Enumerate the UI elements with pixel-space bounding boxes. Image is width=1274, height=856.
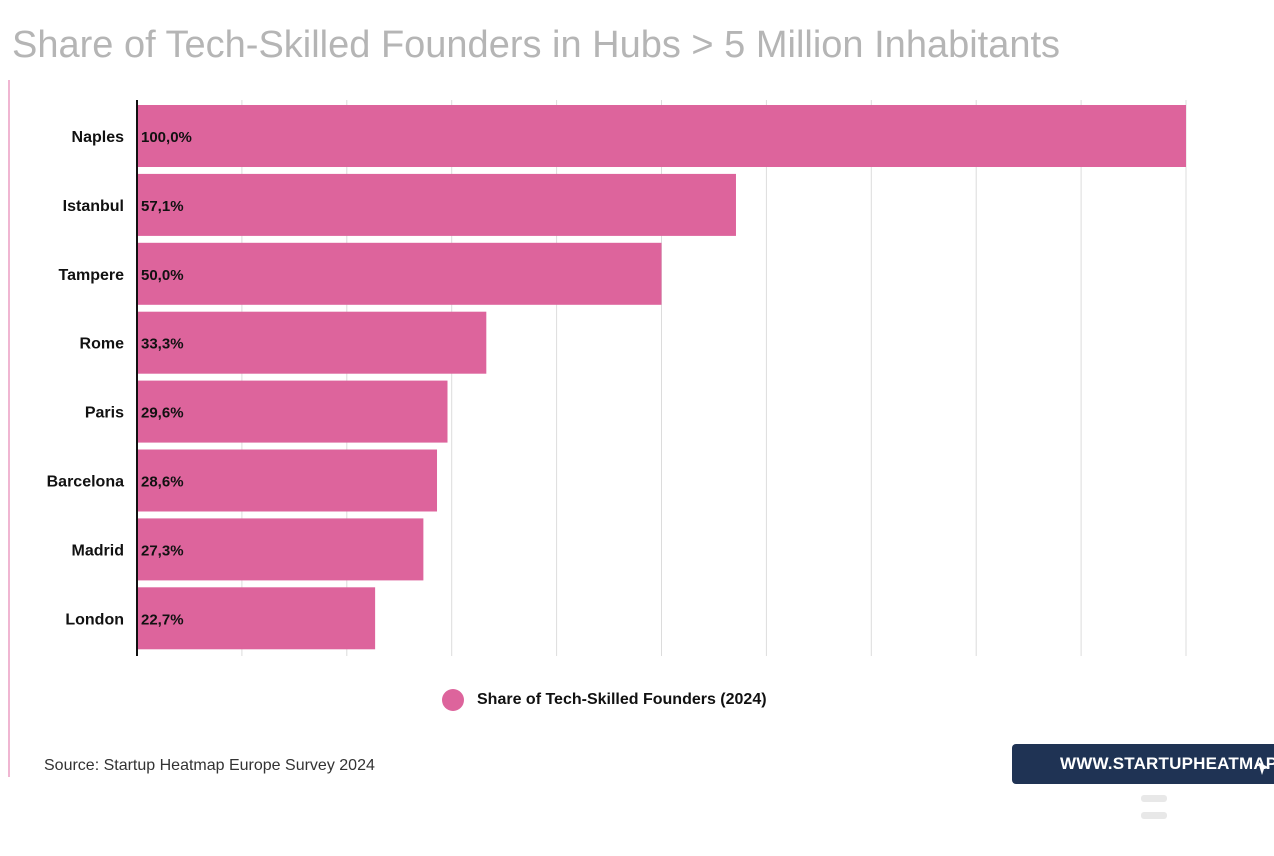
legend-swatch [442,689,464,711]
website-badge[interactable]: WWW.STARTUPHEATMAP.EU [1012,744,1274,784]
bar-paris [137,380,448,443]
bar-madrid [137,518,424,581]
bar-istanbul [137,173,736,236]
chart-title: Share of Tech-Skilled Founders in Hubs >… [12,24,1061,66]
bar-naples [137,105,1186,167]
category-label: Barcelona [47,474,124,491]
data-label: 100,0% [141,129,192,146]
category-label: Naples [72,129,125,146]
source-note: Source: Startup Heatmap Europe Survey 20… [44,757,375,774]
bar-chart: Naples 100,0% Istanbul 57,1% Tampere 50,0% Rom… [47,100,1187,656]
bar-london [137,587,376,650]
data-label: 28,6% [141,474,184,491]
category-label: Rome [80,336,125,353]
data-label: 50,0% [141,267,184,284]
menu-icon[interactable] [1141,795,1167,823]
data-label: 27,3% [141,542,184,559]
cursor-icon [1258,762,1270,775]
category-label: London [65,611,124,628]
data-label: 29,6% [141,405,184,422]
legend-label: Share of Tech-Skilled Founders (2024) [477,691,767,708]
bar-rome [137,311,487,374]
category-label: Istanbul [63,198,124,215]
bar-barcelona [137,449,438,512]
labels: Naples 100,0% Istanbul 57,1% Tampere 50,0% Rom… [47,129,192,628]
data-label: 22,7% [141,611,184,628]
category-label: Paris [85,405,124,422]
bars [137,105,1186,650]
left-accent-line [8,80,10,777]
category-label: Tampere [58,267,124,284]
website-label: WWW.STARTUPHEATMAP.EU [1060,754,1274,773]
bar-tampere [137,242,662,305]
data-label: 57,1% [141,198,184,215]
legend: Share of Tech-Skilled Founders (2024) [442,689,767,711]
category-label: Madrid [72,542,124,559]
data-label: 33,3% [141,336,184,353]
